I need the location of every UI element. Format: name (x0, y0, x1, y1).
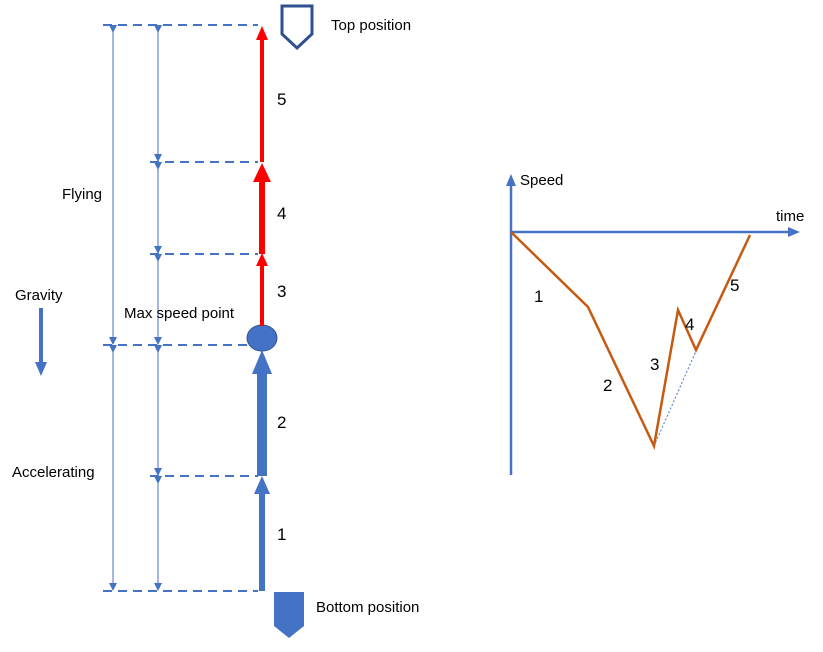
top-position-marker (280, 4, 314, 51)
graph-segment-label-5: 5 (730, 276, 739, 295)
graph-segment-label-4: 4 (685, 315, 694, 334)
segment-label-4: 4 (277, 204, 286, 223)
arrow-shaft-3 (260, 264, 264, 326)
time-axis-label: time (776, 208, 804, 225)
arrow-head-3 (256, 253, 268, 266)
gravity-arrow (35, 308, 47, 376)
level-lines (103, 24, 258, 592)
gravity-label: Gravity (15, 287, 63, 304)
arrow-shaft-1 (259, 492, 265, 591)
segment-label-1: 1 (277, 525, 286, 544)
speed-curve (510, 231, 752, 451)
segment-label-5: 5 (277, 90, 286, 109)
bottom-position-label: Bottom position (316, 599, 419, 616)
speed-axis-label: Speed (520, 172, 563, 189)
arrow-head-1 (254, 476, 270, 494)
accelerating-arrows (252, 350, 272, 591)
arrow-head-5 (256, 26, 268, 40)
segment-label-2: 2 (277, 413, 286, 432)
max-speed-point-label: Max speed point (124, 305, 235, 322)
segment-label-3: 3 (277, 282, 286, 301)
arrow-shaft-5 (260, 38, 264, 162)
dimension-lines (109, 25, 162, 591)
speed-axis-arrowhead (506, 174, 516, 186)
accelerating-label: Accelerating (12, 464, 95, 481)
arrow-head-2 (252, 350, 272, 374)
time-axis-arrowhead (788, 227, 800, 237)
graph-segment-label-3: 3 (650, 355, 659, 374)
graph-segment-label-2: 2 (603, 376, 612, 395)
top-position-label: Top position (331, 17, 411, 34)
guide-dotted-line (653, 350, 697, 447)
flying-arrows (253, 26, 271, 326)
max-speed-point-marker (246, 324, 278, 352)
arrow-shaft-4 (259, 180, 265, 254)
arrow-head-4 (253, 163, 271, 182)
flying-label: Flying (62, 186, 102, 203)
graph-segment-label-1: 1 (534, 287, 543, 306)
bottom-position-marker (274, 592, 304, 638)
speed-time-graph (506, 174, 800, 475)
arrow-shaft-2 (257, 372, 267, 476)
